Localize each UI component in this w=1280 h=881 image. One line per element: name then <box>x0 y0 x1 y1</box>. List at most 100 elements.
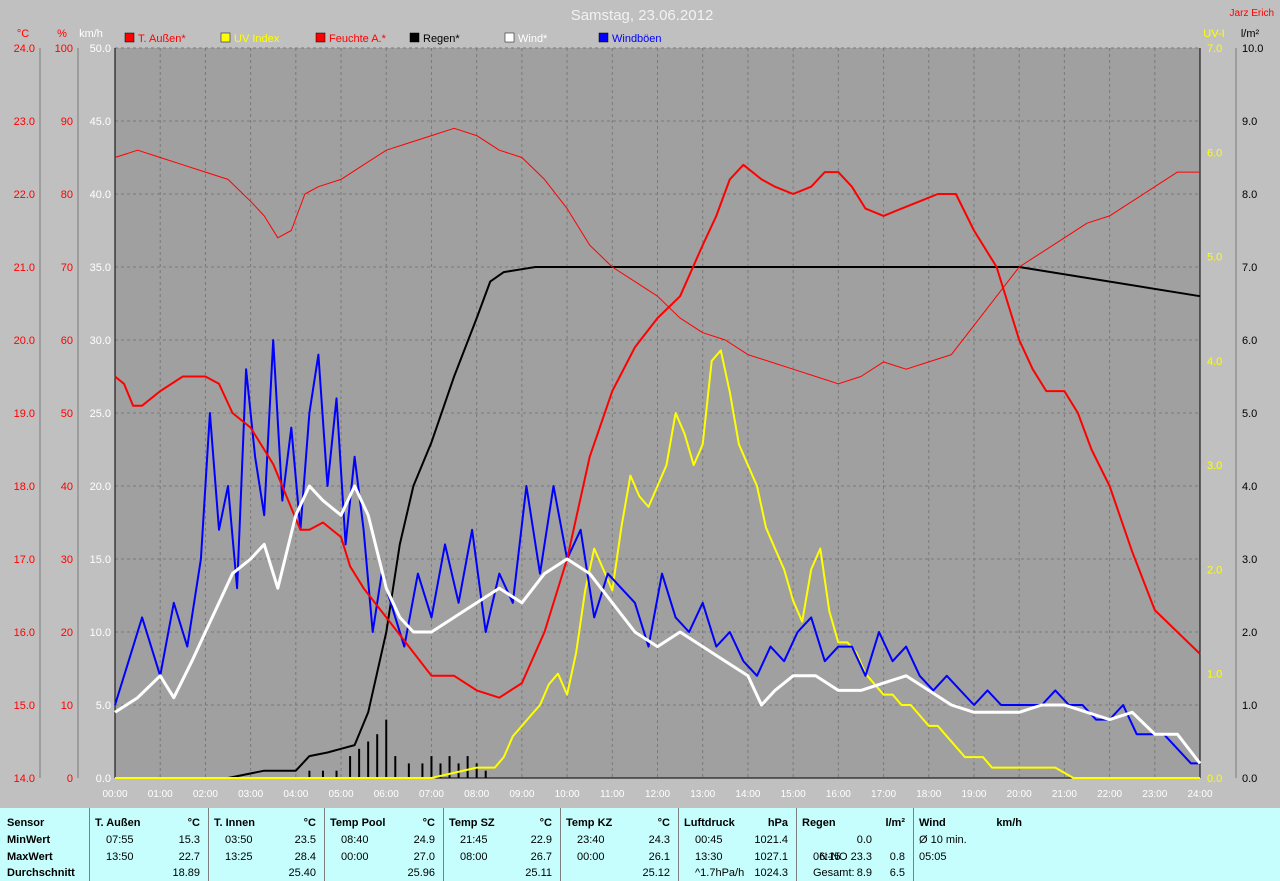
temp-tick-label: 22.0 <box>14 189 35 201</box>
table-time: 05:05 <box>919 851 947 863</box>
time-tick-label: 17:00 <box>871 789 896 800</box>
table-value: 26.1 <box>648 851 670 863</box>
time-tick-label: 09:00 <box>509 789 534 800</box>
table-value: 28.4 <box>294 851 316 863</box>
table-value: 22.9 <box>530 834 552 846</box>
time-tick-label: 05:00 <box>329 789 354 800</box>
table-row-label: Durchschnitt <box>7 867 75 879</box>
humidity-tick-label: 50 <box>61 408 73 420</box>
table-value: 8.9 <box>856 867 872 879</box>
rain-bar <box>335 770 338 778</box>
axes: 24.0 23.0 22.0 21.0 20.0 19.0 18.0 17.0 16.0 15.0… <box>14 43 1264 800</box>
time-tick-label: 14:00 <box>735 789 760 800</box>
time-tick-label: 03:00 <box>238 789 263 800</box>
table-time: Gesamt: <box>813 867 855 879</box>
table-time: 07:55 <box>106 834 134 846</box>
table-unit: °C <box>422 817 435 829</box>
rain-bar <box>321 770 324 778</box>
table-time: 13:30 <box>695 851 723 863</box>
legend-swatch <box>598 32 609 43</box>
table-time: 06:15 <box>813 851 841 863</box>
humidity-tick-label: 80 <box>61 189 73 201</box>
time-tick-label: 23:00 <box>1142 789 1167 800</box>
rain-tick-label: 7.0 <box>1242 262 1257 274</box>
time-tick-label: 16:00 <box>826 789 851 800</box>
wind-tick-label: 40.0 <box>90 189 111 201</box>
uv-tick-label: 4.0 <box>1207 356 1222 368</box>
rain-bar <box>358 748 361 778</box>
uv-tick-label: 0.0 <box>1207 773 1222 785</box>
time-tick-label: 07:00 <box>419 789 444 800</box>
series-line-windb-en <box>114 339 1200 765</box>
table-time: Ø 10 min. <box>919 834 967 846</box>
humidity-tick-label: 30 <box>61 554 73 566</box>
rain-bar <box>308 770 311 778</box>
table-value: 6.5 <box>889 867 905 879</box>
rain-bar <box>457 763 460 778</box>
wind-tick-label: 5.0 <box>96 700 111 712</box>
rain-tick-label: 0.0 <box>1242 773 1257 785</box>
time-tick-label: 12:00 <box>645 789 670 800</box>
legend-swatch <box>124 32 135 43</box>
humidity-tick-label: 20 <box>61 627 73 639</box>
table-time: ^1.7hPa/h <box>695 867 745 879</box>
author-label: Jarz Erich <box>1230 8 1274 19</box>
temp-tick-label: 17.0 <box>14 554 35 566</box>
legend: T. Außen* UV Index Feuchte A.* Regen* Wind* W… <box>124 32 662 45</box>
legend-label: Wind* <box>518 33 548 45</box>
table-col-sensor: Sensor MinWert MaxWert Durchschnitt <box>0 808 90 881</box>
time-tick-label: 24:00 <box>1187 789 1212 800</box>
time-tick-label: 10:00 <box>555 789 580 800</box>
table-value: 15.3 <box>178 834 200 846</box>
table-col-tinnen: T. Innen °C 03:50 13:25 23.5 28.4 25.40 <box>209 808 325 881</box>
table-value: 25.40 <box>288 867 316 879</box>
humidity-tick-label: 90 <box>61 116 73 128</box>
time-tick-label: 06:00 <box>374 789 399 800</box>
humidity-tick-label: 100 <box>55 43 73 55</box>
series-line-feuchte-a <box>114 127 1200 385</box>
table-value: 1021.4 <box>754 834 788 846</box>
table-header: Sensor <box>7 817 45 829</box>
legend-label: Feuchte A.* <box>329 33 387 45</box>
wind-tick-label: 30.0 <box>90 335 111 347</box>
temp-tick-label: 18.0 <box>14 481 35 493</box>
legend-label: T. Außen* <box>138 33 186 45</box>
time-tick-label: 20:00 <box>1007 789 1032 800</box>
series-line-regen <box>115 266 1201 779</box>
table-time: 23:40 <box>577 834 605 846</box>
table-col-wind: Wind km/h Ø 10 min. 05:05 0.0 N-NO 23.3 8.9 <box>819 808 1030 881</box>
table-row-label: MaxWert <box>7 851 53 863</box>
table-value: N-NO 23.3 <box>819 851 872 863</box>
table-col-tpool: Temp Pool °C 08:40 00:00 24.9 27.0 25.96 <box>325 808 444 881</box>
time-tick-label: 11:00 <box>600 789 625 800</box>
table-unit: °C <box>303 817 316 829</box>
temp-tick-label: 14.0 <box>14 773 35 785</box>
time-tick-label: 21:00 <box>1052 789 1077 800</box>
table-value: 18.89 <box>172 867 200 879</box>
time-tick-label: 19:00 <box>961 789 986 800</box>
rain-bar <box>430 756 433 778</box>
table-header: Regen <box>802 817 836 829</box>
series-layer <box>114 127 1202 779</box>
table-time: 00:00 <box>577 851 605 863</box>
legend-label: Windböen <box>612 33 662 45</box>
uv-unit-label: UV-I <box>1203 28 1224 40</box>
time-tick-label: 00:00 <box>102 789 127 800</box>
uv-tick-label: 1.0 <box>1207 669 1222 681</box>
table-value: 24.3 <box>648 834 670 846</box>
table-value: 26.7 <box>530 851 552 863</box>
time-tick-label: 01:00 <box>148 789 173 800</box>
table-col-regen: Regen l/m² 06:15 Gesamt: 0.8 6.5 <box>797 808 914 881</box>
rain-bar <box>407 763 410 778</box>
series-line-t-au-en <box>114 163 1201 699</box>
legend-swatch <box>409 32 420 43</box>
temp-tick-label: 16.0 <box>14 627 35 639</box>
rain-bar <box>448 756 451 778</box>
table-unit: °C <box>657 817 670 829</box>
table-col-taussen: T. Außen °C 07:55 13:50 15.3 22.7 18.89 <box>90 808 209 881</box>
rain-tick-label: 6.0 <box>1242 335 1257 347</box>
series-line-uv-index <box>115 349 1200 779</box>
wind-tick-label: 10.0 <box>90 627 111 639</box>
wind-tick-label: 25.0 <box>90 408 111 420</box>
rain-tick-label: 4.0 <box>1242 481 1257 493</box>
